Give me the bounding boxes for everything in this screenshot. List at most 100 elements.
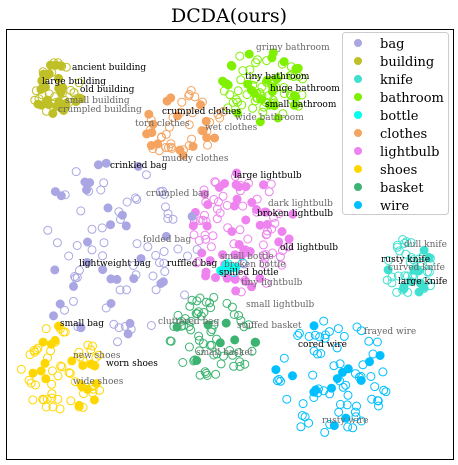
point-wire bbox=[274, 374, 284, 384]
point-lightbulb bbox=[211, 273, 220, 283]
point-wire bbox=[271, 365, 281, 375]
point-bathroom bbox=[261, 77, 271, 87]
point-clothes bbox=[202, 133, 212, 143]
point-wire bbox=[325, 419, 335, 429]
annotation-label: broken bottle bbox=[224, 260, 286, 270]
annotation-label: tiny bathroom bbox=[245, 72, 310, 82]
point-bag bbox=[183, 251, 192, 261]
point-building bbox=[66, 85, 76, 95]
point-wire bbox=[309, 321, 319, 331]
annotation-label: large lightbulb bbox=[234, 171, 302, 181]
point-lightbulb bbox=[201, 267, 211, 277]
point-lightbulb bbox=[201, 234, 211, 244]
point-lightbulb bbox=[244, 178, 253, 188]
annotation-label: small basket bbox=[196, 348, 254, 358]
point-knife bbox=[387, 278, 397, 288]
point-lightbulb bbox=[193, 257, 203, 266]
point-shoes bbox=[55, 404, 65, 414]
point-bag bbox=[180, 290, 190, 300]
point-basket bbox=[230, 335, 240, 345]
point-bag bbox=[101, 158, 111, 168]
point-bag bbox=[96, 185, 106, 195]
point-lightbulb bbox=[208, 231, 218, 241]
point-bag bbox=[163, 209, 173, 219]
point-knife bbox=[416, 258, 426, 268]
point-lightbulb bbox=[222, 200, 232, 210]
point-bag bbox=[113, 337, 122, 347]
point-basket bbox=[211, 369, 221, 379]
point-building bbox=[74, 78, 84, 88]
point-shoes bbox=[28, 368, 38, 378]
point-lightbulb bbox=[194, 236, 204, 246]
point-wire bbox=[370, 382, 380, 392]
point-bathroom bbox=[268, 48, 278, 58]
point-lightbulb bbox=[241, 215, 251, 225]
legend-label-bag: bag bbox=[380, 37, 404, 52]
point-wire bbox=[379, 385, 389, 395]
point-bag bbox=[70, 272, 80, 281]
point-basket bbox=[247, 346, 257, 356]
annotation-label: muddy clothes bbox=[162, 154, 229, 164]
point-lightbulb bbox=[238, 201, 248, 211]
point-bag bbox=[71, 167, 81, 177]
point-wire bbox=[341, 413, 351, 423]
point-bag bbox=[158, 277, 168, 287]
point-bag bbox=[161, 231, 171, 241]
point-wire bbox=[320, 333, 330, 343]
point-lightbulb bbox=[203, 200, 213, 210]
annotation-label: dark lightbulb bbox=[268, 199, 333, 209]
point-lightbulb bbox=[283, 242, 293, 251]
point-wire bbox=[378, 367, 388, 377]
point-shoes bbox=[47, 379, 57, 389]
point-wire bbox=[308, 370, 318, 380]
point-bathroom bbox=[232, 108, 242, 118]
point-clothes bbox=[168, 113, 178, 122]
point-knife bbox=[425, 281, 435, 291]
point-bag bbox=[85, 178, 95, 188]
point-clothes bbox=[184, 91, 194, 101]
point-knife bbox=[402, 237, 411, 247]
point-bathroom bbox=[245, 65, 255, 75]
point-wire bbox=[348, 423, 358, 433]
point-basket bbox=[196, 311, 206, 321]
point-bathroom bbox=[267, 87, 277, 97]
point-building bbox=[38, 78, 48, 88]
point-lightbulb bbox=[247, 197, 257, 207]
point-shoes bbox=[26, 378, 36, 388]
annotation-label: small bathroom bbox=[265, 100, 337, 110]
point-shoes bbox=[70, 377, 80, 387]
point-clothes bbox=[197, 126, 207, 136]
point-wire bbox=[375, 351, 385, 360]
point-building bbox=[49, 58, 59, 68]
legend-label-bathroom: bathroom bbox=[380, 91, 444, 106]
point-basket bbox=[206, 303, 216, 313]
annotation-label: grimy bathroom bbox=[256, 43, 330, 53]
point-wire bbox=[273, 376, 282, 386]
point-lightbulb bbox=[264, 187, 274, 197]
point-bag bbox=[76, 206, 86, 216]
annotation-label: old lightbulb bbox=[280, 243, 338, 253]
annotation-label: curved knife bbox=[388, 263, 445, 273]
point-building bbox=[44, 100, 54, 110]
point-bag bbox=[143, 242, 153, 252]
point-building bbox=[61, 98, 71, 108]
point-bag bbox=[136, 254, 146, 264]
point-lightbulb bbox=[202, 221, 212, 231]
annotation-label: crumpled clothes bbox=[162, 107, 241, 117]
point-lightbulb bbox=[261, 278, 271, 288]
point-bathroom bbox=[237, 100, 247, 110]
point-basket bbox=[166, 336, 176, 346]
point-lightbulb bbox=[192, 258, 202, 268]
point-bag bbox=[122, 197, 132, 207]
point-lightbulb bbox=[267, 224, 277, 234]
point-bathroom bbox=[233, 86, 243, 96]
point-basket bbox=[244, 320, 254, 330]
annotation-label: crinkled bag bbox=[110, 161, 167, 171]
annotation-label: huge bathroom bbox=[270, 84, 340, 94]
point-knife bbox=[403, 287, 413, 297]
point-basket bbox=[221, 318, 231, 328]
plot-frame bbox=[6, 29, 454, 460]
point-wire bbox=[329, 361, 339, 371]
annotation-label: torn clothes bbox=[135, 119, 190, 129]
point-bag bbox=[187, 211, 197, 221]
